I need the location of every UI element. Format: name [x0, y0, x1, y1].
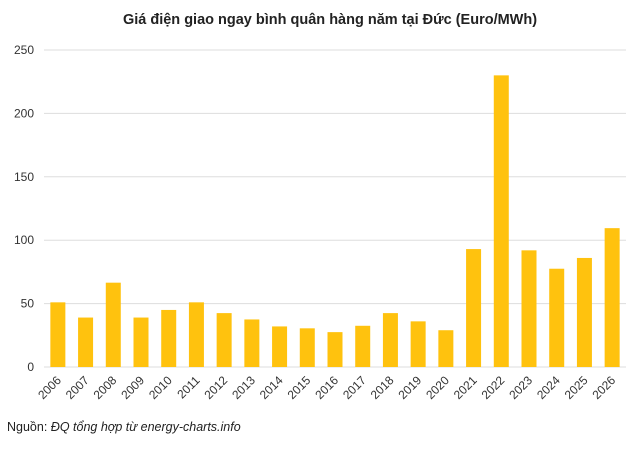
x-tick-label: 2007 — [63, 373, 92, 402]
x-tick-label: 2020 — [423, 373, 452, 402]
y-tick-label: 100 — [14, 233, 34, 247]
bar-2024 — [549, 268, 565, 367]
x-tick-label: 2008 — [91, 373, 120, 402]
bar-2011 — [188, 302, 204, 367]
bar-2008 — [105, 282, 121, 367]
bar-2013 — [244, 319, 260, 367]
bar-2006 — [50, 302, 66, 367]
source-label: Nguồn: — [7, 420, 48, 434]
source-note: Nguồn: ĐQ tổng hợp từ energy-charts.info — [7, 420, 241, 434]
x-tick-label: 2009 — [118, 373, 147, 402]
x-tick-label: 2023 — [506, 373, 535, 402]
y-tick-label: 250 — [14, 43, 34, 57]
x-tick-label: 2006 — [35, 373, 64, 402]
bar-2026 — [604, 228, 620, 367]
y-tick-label: 200 — [14, 106, 34, 120]
source-text: ĐQ tổng hợp từ energy-charts.info — [50, 420, 241, 434]
bar-2009 — [133, 317, 149, 367]
bar-2012 — [216, 313, 232, 367]
gridlines — [44, 49, 626, 368]
x-tick-label: 2017 — [340, 373, 369, 402]
bar-2017 — [355, 325, 371, 367]
bar-2018 — [382, 313, 398, 367]
x-tick-label: 2015 — [285, 373, 314, 402]
x-tick-label: 2013 — [229, 373, 258, 402]
bar-2020 — [438, 330, 454, 367]
x-tick-label: 2022 — [479, 373, 508, 402]
y-tick-label: 50 — [21, 297, 35, 311]
bar-2010 — [161, 309, 177, 367]
chart-title: Giá điện giao ngay bình quân hàng năm tạ… — [123, 12, 537, 28]
x-tick-label: 2011 — [174, 373, 202, 401]
x-tick-label: 2012 — [201, 373, 230, 402]
x-tick-label: 2021 — [451, 373, 480, 402]
bar-2014 — [272, 326, 288, 367]
bar-2023 — [521, 250, 537, 367]
bar-2025 — [576, 257, 592, 367]
y-axis: 0 50 100 150 200 250 — [14, 43, 34, 374]
x-tick-label: 2019 — [395, 373, 424, 402]
x-tick-label: 2026 — [589, 373, 618, 402]
bar-2015 — [299, 328, 315, 367]
bar-2007 — [78, 317, 94, 367]
bar-2016 — [327, 332, 343, 367]
bar-2021 — [466, 249, 482, 367]
x-tick-label: 2025 — [562, 373, 591, 402]
x-tick-label: 2018 — [368, 373, 397, 402]
x-tick-label: 2014 — [257, 373, 286, 402]
y-tick-label: 150 — [14, 170, 34, 184]
bar-2022 — [493, 75, 509, 368]
x-tick-label: 2016 — [312, 373, 341, 402]
bar-2019 — [410, 321, 426, 367]
x-tick-label: 2024 — [534, 373, 563, 402]
bars — [50, 75, 620, 368]
x-tick-label: 2010 — [146, 373, 175, 402]
y-tick-label: 0 — [27, 360, 34, 374]
